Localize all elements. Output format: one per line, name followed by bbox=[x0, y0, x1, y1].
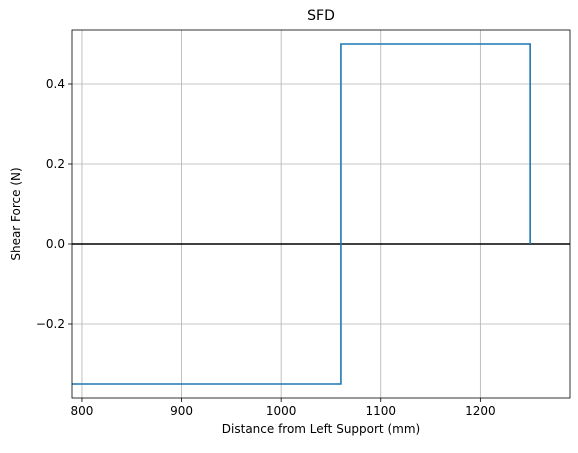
y-tick-label: 0.2 bbox=[46, 157, 65, 171]
shear-force-line bbox=[72, 43, 531, 385]
series-layer bbox=[72, 43, 531, 385]
x-tick-label: 1200 bbox=[465, 404, 496, 418]
x-tick-label: 900 bbox=[170, 404, 193, 418]
ticks: 800 900 1000 1100 1200 −0.2 0.0 0.2 0.4 bbox=[36, 77, 496, 418]
plot-frame bbox=[71, 29, 571, 399]
chart-title: SFD bbox=[307, 8, 335, 24]
y-tick-label: 0.0 bbox=[46, 237, 65, 251]
x-tick-label: 800 bbox=[71, 404, 94, 418]
y-tick-label: −0.2 bbox=[36, 317, 65, 331]
y-axis-label: Shear Force (N) bbox=[9, 167, 23, 260]
y-tick-label: 0.4 bbox=[46, 77, 65, 91]
x-axis-label: Distance from Left Support (mm) bbox=[222, 422, 420, 436]
x-tick-label: 1000 bbox=[266, 404, 297, 418]
x-tick-label: 1100 bbox=[365, 404, 396, 418]
grid-lines bbox=[72, 30, 570, 398]
